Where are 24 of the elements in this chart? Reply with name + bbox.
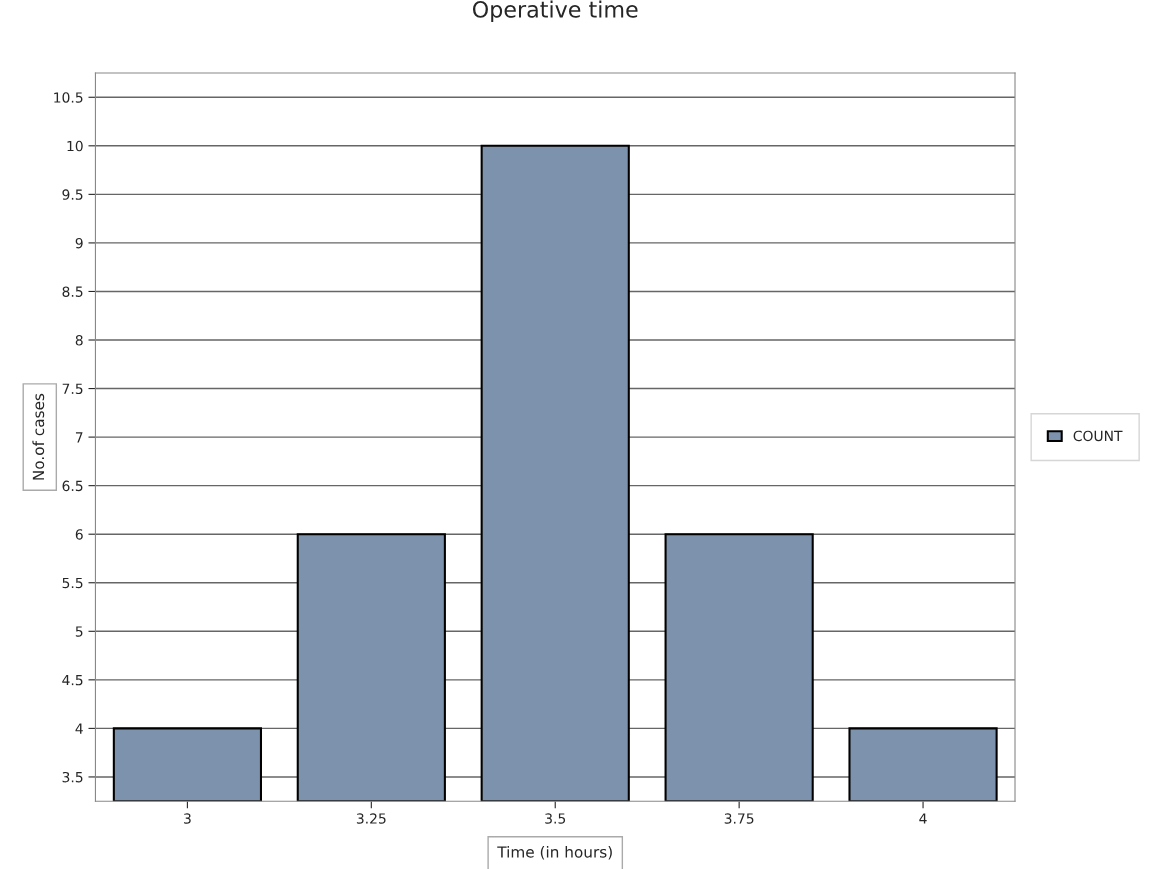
x-tick-label: 3.5 [545, 813, 566, 824]
y-tick-label: 6.5 [62, 480, 83, 492]
legend-label: COUNT [1073, 430, 1123, 442]
y-tick-label: 7.5 [62, 383, 83, 395]
x-tick-label: 3.75 [724, 813, 754, 824]
y-tick-label: 4 [75, 723, 83, 734]
x-axis-title: Time (in hours) [497, 845, 612, 860]
y-tick-label: 10 [67, 140, 83, 152]
y-tick-label: 10.5 [54, 92, 83, 103]
x-tick-label: 3 [184, 813, 191, 824]
y-tick-label: 9 [75, 237, 83, 249]
y-tick-label: 3.5 [62, 771, 83, 783]
chart-title: Operative time [472, 0, 638, 23]
y-tick-label: 8 [75, 334, 83, 346]
y-tick-label: 5.5 [62, 577, 83, 589]
x-tick-label: 3.25 [356, 813, 386, 824]
y-tick-label: 5 [75, 626, 83, 637]
x-tick-label: 4 [919, 813, 927, 824]
y-tick-label: 7 [75, 432, 83, 443]
y-tick-label: 9.5 [62, 189, 83, 200]
y-tick-label: 8.5 [62, 286, 83, 297]
y-tick-label: 4.5 [62, 675, 83, 686]
y-axis-title: No.of cases [32, 393, 45, 480]
y-tick-label: 6 [75, 529, 83, 540]
